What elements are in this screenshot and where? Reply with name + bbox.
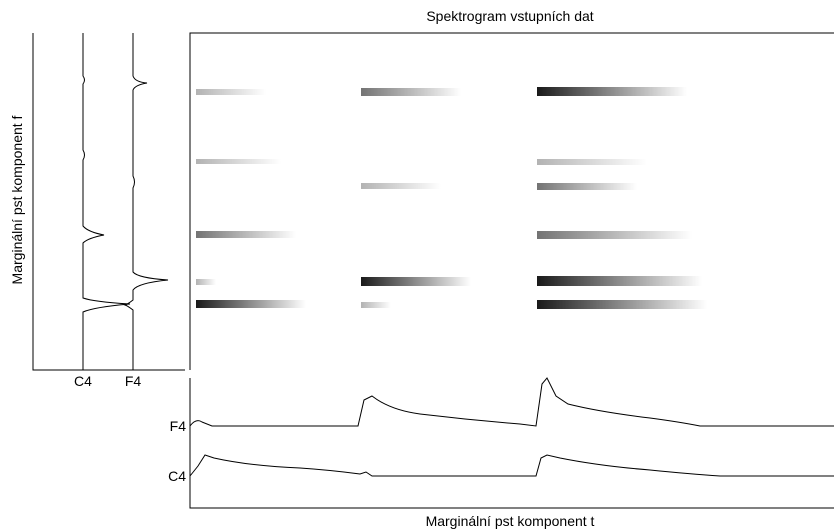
spectrogram [189, 32, 834, 370]
blob [196, 89, 266, 95]
blob [537, 231, 692, 239]
tick-label: F4 [125, 373, 142, 389]
blob [196, 300, 306, 308]
f4-curve [123, 33, 169, 370]
blob [196, 279, 216, 285]
left-panel: C4 F4 [32, 33, 185, 389]
blob [537, 276, 702, 286]
blob [361, 302, 391, 308]
bottom-panel: F4 C4 [168, 377, 834, 509]
blob [361, 277, 471, 286]
x-label: Marginální pst komponent t [426, 513, 595, 529]
blob [361, 183, 441, 189]
blob [196, 231, 296, 238]
tick-label: C4 [74, 373, 92, 389]
tick-label: F4 [170, 418, 187, 434]
blob [361, 88, 461, 96]
blob [537, 159, 647, 165]
axes [189, 378, 834, 509]
blob [537, 87, 687, 96]
blob [537, 183, 637, 190]
y-label: Marginální pst komponent f [9, 115, 25, 284]
c4-curve [82, 33, 131, 370]
axes [32, 33, 185, 371]
f4-curve [189, 377, 834, 427]
tick-label: C4 [168, 468, 186, 484]
frame [189, 32, 834, 370]
title: Spektrogram vstupních dat [426, 8, 593, 24]
c4-curve [189, 454, 834, 477]
blob [537, 300, 707, 309]
blob [196, 159, 281, 164]
